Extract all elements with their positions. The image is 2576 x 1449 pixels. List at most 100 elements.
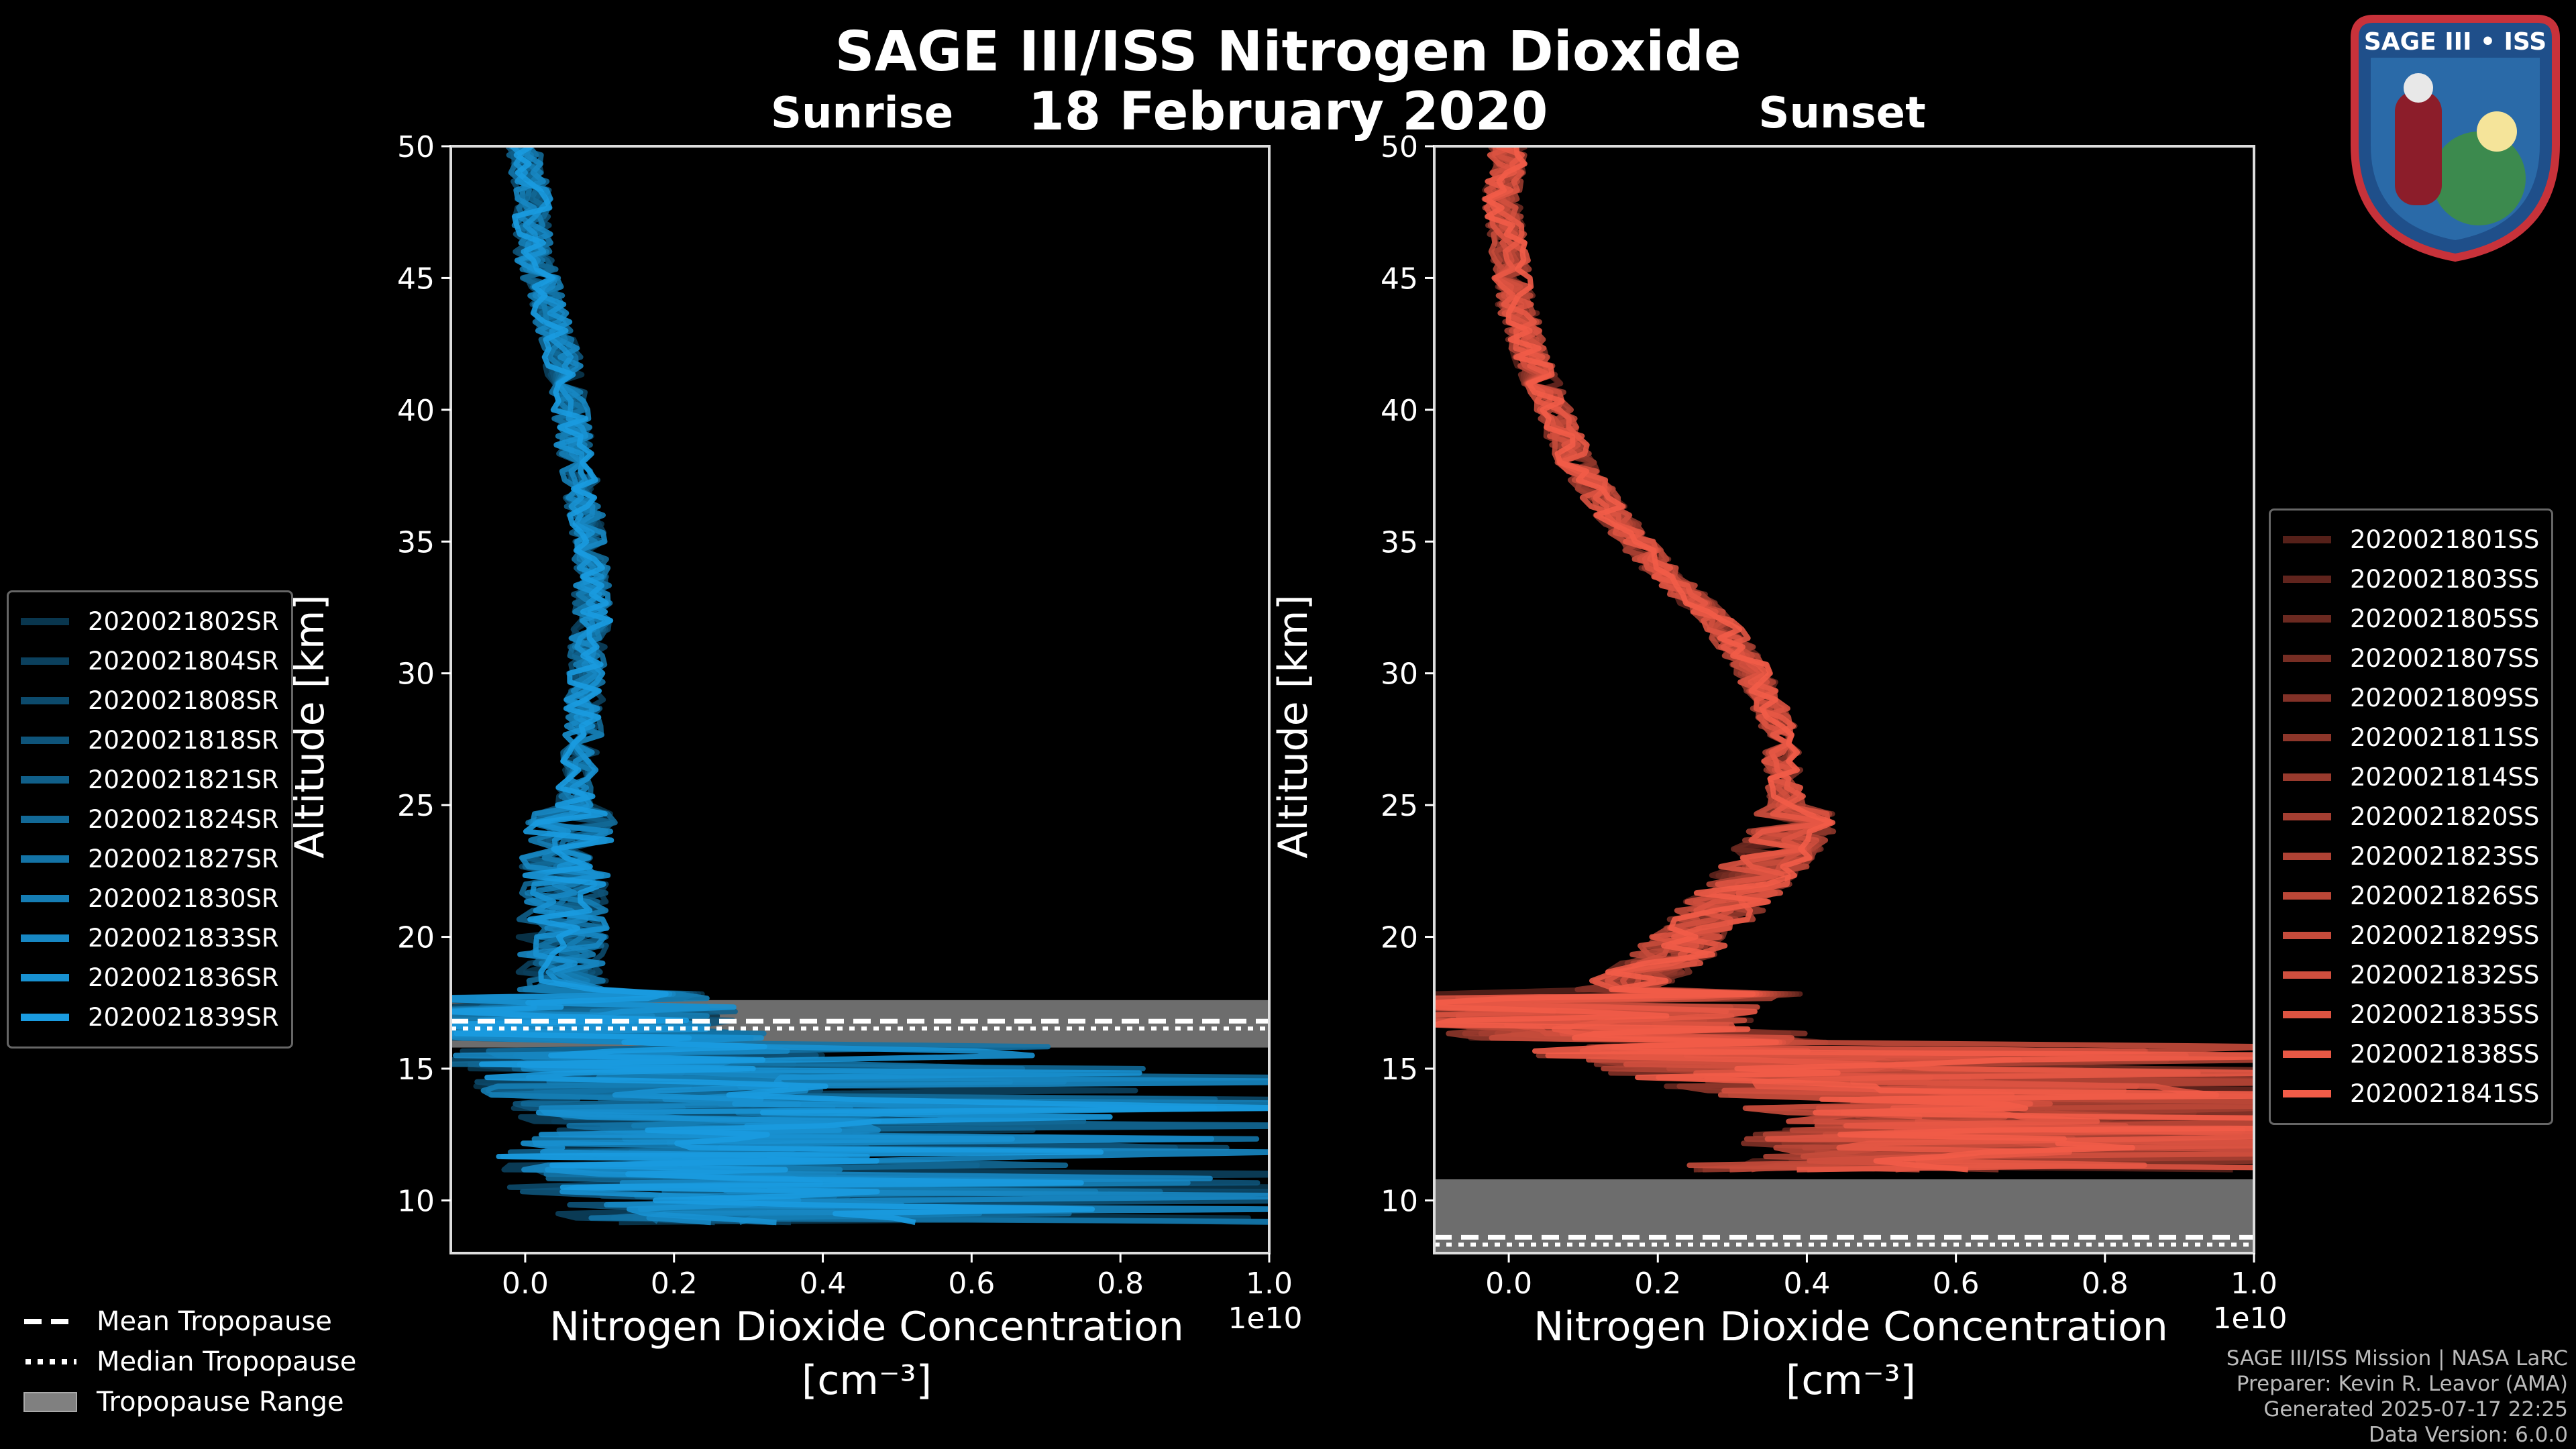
legend-label: 2020021827SR [88, 845, 279, 873]
sunset-y-tick-label: 20 [1381, 921, 1418, 955]
logo-text: SAGE III • ISS [2364, 28, 2546, 56]
credit-line: SAGE III/ISS Mission | NASA LaRC [2226, 1346, 2568, 1371]
sunrise-y-tick-label: 45 [397, 262, 435, 296]
sunset-plot-area [1434, 146, 2254, 1253]
sunrise-y-tick-label: 10 [397, 1184, 435, 1218]
legend-label: 2020021835SS [2350, 1000, 2540, 1029]
sunrise-y-tick-label: 20 [397, 921, 435, 955]
sunrise-y-tick-label: 40 [397, 394, 435, 428]
range-fill-swatch [23, 1392, 77, 1412]
legend-entry: 2020021821SR [21, 760, 279, 800]
legend-label: 2020021838SS [2350, 1040, 2540, 1069]
sunset-panel-title: Sunset [1758, 89, 1926, 138]
date-title: 18 February 2020 [1028, 82, 1548, 142]
sunrise-plot-group: 0.0 0.2 0.4 0.6 0.8 1.0 10 15 20 25 30 35 40 45 50 1e10… [286, 130, 1303, 1404]
legend-label: 2020021826SS [2350, 881, 2540, 910]
legend-label: 2020021829SS [2350, 921, 2540, 950]
sunrise-x-tick-label: 0.8 [1097, 1267, 1144, 1301]
sunset-y-tick-label: 15 [1381, 1053, 1418, 1087]
legend-label: 2020021807SS [2350, 644, 2540, 673]
sunrise-legend: 2020021802SR 2020021804SR 2020021808SR 2020… [7, 590, 293, 1049]
legend-entry: 2020021805SS [2283, 599, 2539, 639]
sunrise-y-tick-label: 25 [397, 789, 435, 823]
sunrise-x-tick-label: 1.0 [1246, 1267, 1293, 1301]
sunrise-x-tick-label: 0.2 [651, 1267, 698, 1301]
trop-legend-label: Median Tropopause [97, 1346, 357, 1377]
sunrise-series-line [451, 146, 1218, 1226]
legend-swatch [2283, 576, 2331, 583]
legend-entry: 2020021830SR [21, 879, 279, 918]
main-title: SAGE III/ISS Nitrogen Dioxide [835, 20, 1741, 84]
sunrise-x-multiplier: 1e10 [1228, 1301, 1302, 1336]
sunrise-y-tick-label: 30 [397, 657, 435, 692]
legend-entry: 2020021823SS [2283, 837, 2539, 876]
sunset-y-tick-label: 40 [1381, 394, 1418, 428]
sage-iii-iss-logo: SAGE III • ISS [2351, 15, 2560, 262]
logo-moon [2477, 111, 2517, 152]
legend-swatch [21, 776, 69, 784]
sunset-tropopause-range [1434, 1179, 2254, 1253]
sunrise-x-tick-label: 0.6 [948, 1267, 995, 1301]
sunrise-y-label: Altitude [km] [286, 594, 333, 859]
sunset-axes-frame [1433, 145, 2255, 1254]
legend-entry: 2020021827SR [21, 839, 279, 879]
legend-label: 2020021823SS [2350, 842, 2540, 871]
legend-entry: 2020021824SR [21, 800, 279, 839]
legend-label: 2020021833SR [88, 924, 279, 953]
legend-swatch [2283, 892, 2331, 900]
legend-entry: 2020021838SS [2283, 1034, 2539, 1074]
legend-swatch [21, 1014, 69, 1021]
legend-swatch [21, 974, 69, 981]
legend-swatch [2283, 1051, 2331, 1058]
sunset-legend: 2020021801SS 2020021803SS 2020021805SS 2020… [2269, 508, 2554, 1125]
legend-label: 2020021821SR [88, 765, 279, 794]
sunset-x-multiplier: 1e10 [2212, 1301, 2287, 1336]
trop-legend-label: Tropopause Range [97, 1387, 344, 1417]
sunset-y-tick-label: 25 [1381, 789, 1418, 823]
sunset-x-tick-label: 0.4 [1783, 1267, 1830, 1301]
legend-swatch [21, 934, 69, 942]
legend-entry: 2020021807SS [2283, 639, 2539, 678]
legend-label: 2020021811SS [2350, 723, 2540, 752]
sunset-y-tick-label: 10 [1381, 1184, 1418, 1218]
trop-legend-range: Tropopause Range [23, 1382, 356, 1422]
legend-label: 2020021818SR [88, 726, 279, 755]
sunset-y-tick-label: 35 [1381, 525, 1418, 559]
legend-label: 2020021824SR [88, 805, 279, 834]
legend-label: 2020021801SS [2350, 525, 2540, 554]
legend-swatch [2283, 853, 2331, 860]
sunset-series-line [1434, 146, 2254, 1173]
sunset-x-tick-label: 0.6 [1933, 1267, 1980, 1301]
legend-swatch [2283, 971, 2331, 979]
sunset-x-tick-label: 0.2 [1634, 1267, 1681, 1301]
legend-entry: 2020021809SS [2283, 678, 2539, 718]
legend-swatch [2283, 536, 2331, 543]
legend-swatch [21, 697, 69, 704]
sunrise-x-tick-label: 0.0 [502, 1267, 549, 1301]
legend-swatch [21, 657, 69, 665]
sunset-x-label: Nitrogen Dioxide Concentration [1534, 1303, 2168, 1350]
legend-entry: 2020021841SS [2283, 1074, 2539, 1114]
sunrise-axes-frame [449, 145, 1271, 1254]
legend-label: 2020021814SS [2350, 763, 2540, 792]
dashed-line-swatch [24, 1319, 76, 1324]
legend-label: 2020021830SR [88, 884, 279, 913]
legend-swatch [2283, 694, 2331, 702]
trop-legend-median: Median Tropopause [23, 1342, 356, 1382]
legend-entry: 2020021818SR [21, 720, 279, 760]
sunset-x-tick-label: 1.0 [2231, 1267, 2277, 1301]
legend-label: 2020021839SR [88, 1003, 279, 1032]
logo-wizard [2395, 91, 2442, 205]
sunset-x-tick-label: 0.0 [1485, 1267, 1532, 1301]
legend-swatch [2283, 655, 2331, 662]
sunset-plot-group: 0.0 0.2 0.4 0.6 0.8 1.0 10 15 20 25 30 35 40 45 50 1e10… [1270, 130, 2288, 1404]
sunset-x-tick-label: 0.8 [2082, 1267, 2129, 1301]
legend-swatch [2283, 1011, 2331, 1018]
credits: SAGE III/ISS Mission | NASA LaRC Prepare… [2226, 1346, 2568, 1448]
legend-swatch [2283, 1090, 2331, 1097]
legend-entry: 2020021820SS [2283, 797, 2539, 837]
legend-entry: 2020021833SR [21, 918, 279, 958]
sunset-x-label-unit: [cm⁻³] [1786, 1357, 1916, 1404]
logo-wizard-head [2404, 73, 2433, 103]
